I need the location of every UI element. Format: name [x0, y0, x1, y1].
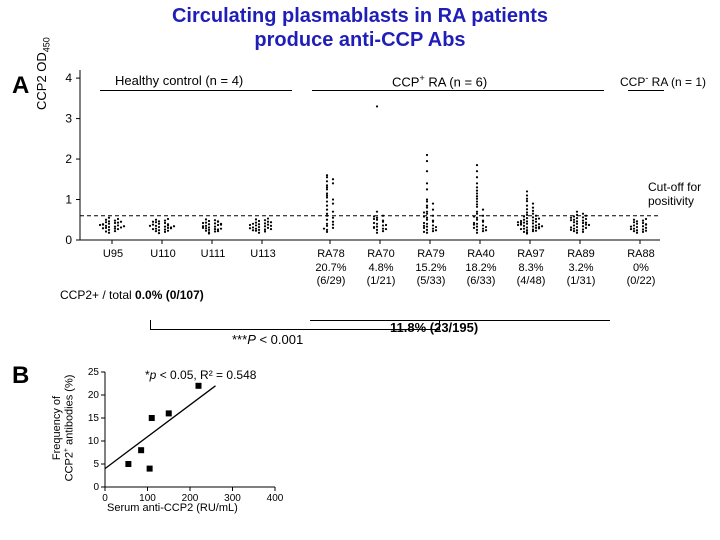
- chart-b-scatter: 01002003004000510152025 *p < 0.05, R² = …: [65, 372, 285, 532]
- col-U110: U110: [140, 248, 186, 260]
- col-RA89: RA89: [558, 248, 604, 260]
- ccppos-total: 11.8% (23/195): [390, 320, 478, 335]
- col-RA97: RA97: [508, 248, 554, 260]
- col-U111: U111: [190, 248, 236, 260]
- col-RA79: RA79: [408, 248, 454, 260]
- chart-b-stat: *p < 0.05, R² = 0.548: [145, 368, 256, 382]
- pct-RA78: 20.7%(6/29): [305, 262, 357, 288]
- col-RA70: RA70: [358, 248, 404, 260]
- chart-b-xlabel: Serum anti-CCP2 (RU/mL): [107, 502, 238, 514]
- panel-b-label: B: [12, 362, 29, 390]
- group-healthy-label: Healthy control (n = 4): [115, 73, 243, 88]
- pct-RA40: 18.2%(6/33): [455, 262, 507, 288]
- cutoff-note: Cut-off for positivity: [648, 180, 718, 208]
- chart-a-scatter: 01234 CCP2 OD450: [40, 70, 620, 270]
- pct-RA79: 15.2%(5/33): [405, 262, 457, 288]
- chart-b-ylabel: Frequency of CCP2+ antibodies (%): [51, 368, 76, 488]
- svg-text:2: 2: [65, 152, 72, 166]
- svg-text:5: 5: [93, 459, 99, 470]
- svg-text:0: 0: [93, 482, 99, 493]
- healthy-summary: CCP2+ / total 0.0% (0/107): [60, 288, 300, 302]
- pct-RA89: 3.2%(1/31): [555, 262, 607, 288]
- pvalue-label: ***P < 0.001: [232, 332, 303, 347]
- svg-text:15: 15: [88, 413, 100, 424]
- panel-a-label: A: [12, 72, 29, 100]
- svg-text:25: 25: [88, 367, 100, 378]
- svg-text:20: 20: [88, 390, 100, 401]
- svg-text:0: 0: [65, 233, 72, 247]
- group-ccppos-label: CCP+ RA (n = 6): [392, 73, 487, 89]
- group-ccpneg-label: CCP- RA (n = 1): [620, 73, 706, 89]
- col-RA88: RA88: [618, 248, 664, 260]
- svg-text:4: 4: [65, 71, 72, 85]
- pct-RA88: 0%(0/22): [615, 262, 667, 288]
- pct-RA97: 8.3%(4/48): [505, 262, 557, 288]
- svg-text:400: 400: [267, 493, 284, 504]
- col-U113: U113: [240, 248, 286, 260]
- col-RA78: RA78: [308, 248, 354, 260]
- svg-text:1: 1: [65, 193, 72, 207]
- group-healthy-underline: [100, 90, 292, 91]
- group-ccpneg-underline: [628, 90, 664, 91]
- svg-text:3: 3: [65, 112, 72, 126]
- col-RA40: RA40: [458, 248, 504, 260]
- ccppos-total-underline: [310, 315, 610, 321]
- page-title: Circulating plasmablasts in RA patientsp…: [0, 0, 720, 54]
- svg-text:10: 10: [88, 436, 100, 447]
- col-U95: U95: [90, 248, 136, 260]
- pct-RA70: 4.8%(1/21): [355, 262, 407, 288]
- chart-a-ylabel: CCP2 OD450: [34, 37, 52, 110]
- group-ccppos-underline: [312, 90, 604, 91]
